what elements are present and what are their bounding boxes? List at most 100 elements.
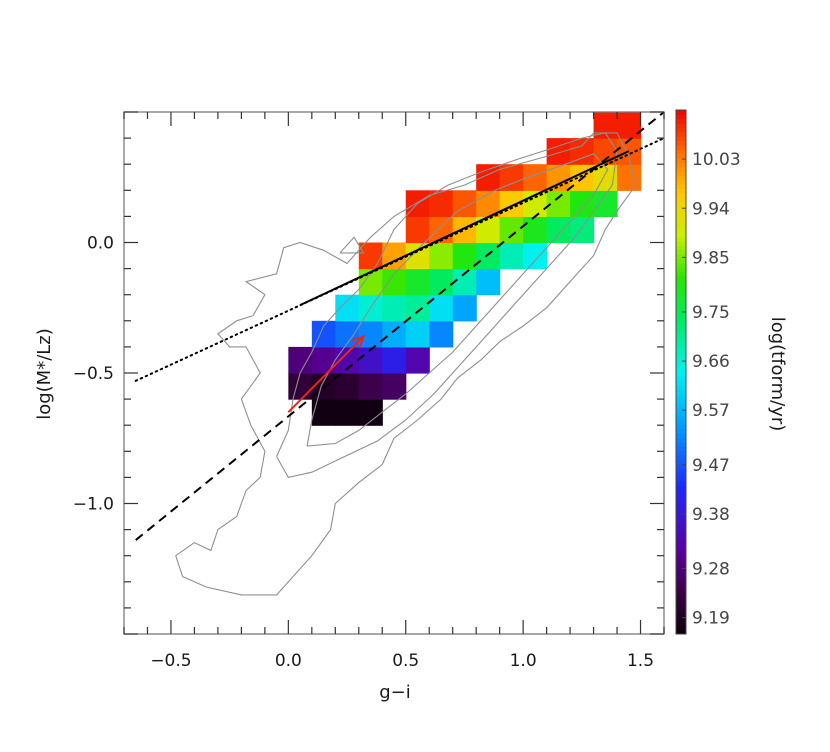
colorbar-swatch: [676, 485, 686, 491]
heatmap-bin: [523, 216, 548, 244]
colorbar-tick-label: 9.28: [692, 560, 730, 580]
heatmap-bin: [358, 373, 383, 400]
heatmap-bin: [311, 399, 336, 426]
colorbar-swatch: [676, 162, 686, 168]
y-axis-ticks: 0.0 −0.5 −1.0: [73, 111, 664, 635]
colorbar-swatch: [676, 267, 686, 273]
colorbar-swatch: [676, 411, 686, 417]
dashed-fit-line: [135, 111, 665, 541]
colorbar-swatch: [676, 363, 686, 369]
colorbar-swatch: [676, 127, 686, 133]
colorbar-swatch: [676, 289, 686, 294]
colorbar-swatch: [676, 551, 686, 556]
colorbar-swatch: [676, 620, 686, 626]
colorbar-swatch: [676, 511, 686, 517]
colorbar-swatch: [676, 201, 686, 207]
colorbar-swatch: [676, 306, 686, 312]
heatmap-bin: [570, 190, 595, 217]
colorbar-swatch: [676, 166, 686, 172]
colorbar-swatch: [676, 463, 686, 469]
colorbar-swatch: [676, 420, 686, 425]
colorbar-swatch: [676, 629, 686, 635]
colorbar-swatch: [676, 337, 686, 342]
colorbar-swatch: [676, 184, 686, 190]
colorbar-tick-label: 9.94: [692, 199, 730, 219]
colorbar-swatch: [676, 341, 686, 347]
x-axis-ticks: −0.5 0.0 0.5 1.0 1.5: [123, 112, 665, 671]
colorbar-swatch: [676, 498, 686, 504]
heatmap-bin: [382, 320, 407, 348]
y-tick-label: −0.5: [73, 364, 114, 384]
contour-line: [339, 236, 365, 254]
colorbar-swatch: [676, 315, 686, 321]
colorbar-swatch: [676, 489, 686, 495]
colorbar-tick-label: 9.38: [692, 505, 730, 525]
colorbar-swatch: [676, 385, 686, 390]
colorbar-swatch: [676, 118, 686, 124]
heatmap-bin: [358, 399, 383, 426]
colorbar-swatch: [676, 367, 686, 373]
y-tick-label: −1.0: [73, 495, 114, 515]
colorbar-swatch: [676, 533, 686, 539]
colorbar-swatch: [676, 529, 686, 535]
heatmap-bin: [382, 294, 407, 322]
colorbar-swatch: [676, 568, 686, 574]
colorbar-swatch: [676, 507, 686, 513]
heatmap-bins: [288, 112, 642, 426]
heatmap-bin: [499, 216, 524, 244]
heatmap-bin: [617, 164, 642, 191]
colorbar-swatch: [676, 594, 686, 600]
colorbar-swatch: [676, 236, 686, 242]
colorbar-swatch: [676, 625, 686, 631]
colorbar-swatch: [676, 612, 686, 618]
colorbar-swatch: [676, 424, 686, 430]
colorbar-swatch: [676, 223, 686, 229]
colorbar-swatch: [676, 599, 686, 604]
heatmap-bin: [546, 216, 571, 244]
heatmap-bin: [335, 399, 360, 426]
colorbar-swatch: [676, 123, 686, 128]
colorbar-swatch: [676, 454, 686, 460]
colorbar-swatch: [676, 140, 686, 146]
colorbar-swatch: [676, 345, 686, 351]
colorbar-swatch: [676, 214, 686, 220]
fit-lines: [134, 111, 665, 541]
colorbar-tick-label: 10.03: [692, 150, 741, 170]
heatmap-bin: [429, 242, 454, 270]
heatmap-bin: [452, 294, 477, 322]
colorbar-swatch: [676, 241, 686, 246]
colorbar-swatch: [676, 188, 686, 194]
dotted-fit-line: [134, 137, 665, 382]
colorbar-swatch: [676, 197, 686, 203]
colorbar-swatch: [676, 179, 686, 185]
colorbar-swatch: [676, 393, 686, 399]
colorbar-swatch: [676, 590, 686, 596]
x-tick-label: −0.5: [150, 651, 191, 671]
colorbar-swatch: [676, 192, 686, 198]
colorbar-swatch: [676, 607, 686, 613]
colorbar-swatch: [676, 402, 686, 408]
colorbar-swatch: [676, 389, 686, 395]
heatmap-bin: [546, 190, 571, 217]
colorbar-swatch: [676, 310, 686, 316]
colorbar-swatch: [676, 380, 686, 386]
vector-arrow: [287, 334, 366, 413]
colorbar-swatch: [676, 494, 686, 500]
colorbar-swatch: [676, 280, 686, 286]
colorbar-swatch: [676, 249, 686, 255]
colorbar-swatch: [676, 524, 686, 530]
colorbar-swatch: [676, 245, 686, 251]
x-tick-label: 0.0: [275, 651, 302, 671]
y-tick-label: 0.0: [87, 234, 114, 254]
colorbar-border: [675, 109, 687, 635]
colorbar-swatch: [676, 131, 686, 137]
colorbar-swatch: [676, 581, 686, 587]
colorbar-swatch: [676, 516, 686, 521]
colorbar-swatch: [676, 441, 686, 447]
colorbar-swatch: [676, 206, 686, 211]
colorbar-swatch: [676, 284, 686, 290]
heatmap-bin: [405, 346, 430, 374]
colorbar-swatch: [676, 319, 686, 325]
colorbar-swatch: [676, 323, 686, 329]
